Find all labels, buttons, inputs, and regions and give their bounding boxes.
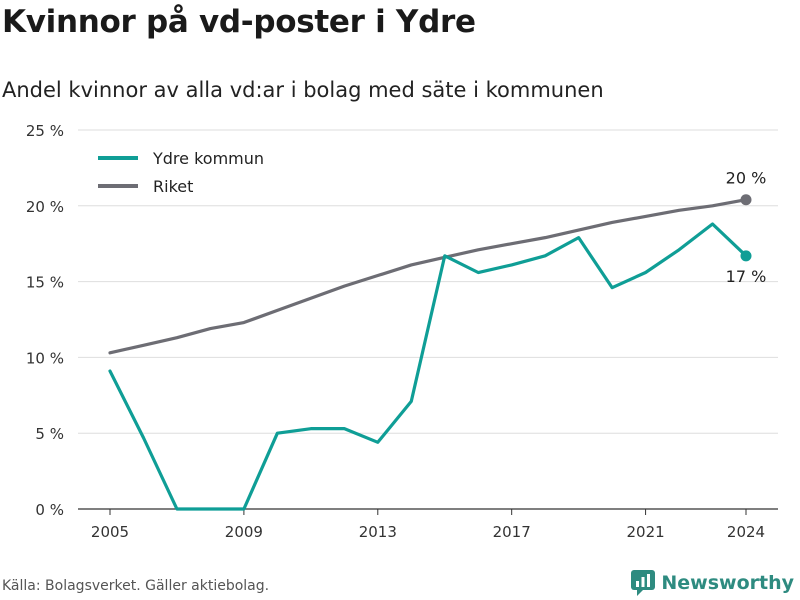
y-tick-label: 25 % [26, 122, 64, 140]
legend-label: Riket [153, 177, 193, 196]
y-tick-label: 15 % [26, 274, 64, 292]
chart-subtitle: Andel kvinnor av alla vd:ar i bolag med … [2, 78, 604, 102]
brand-logo[interactable]: Newsworthy [631, 570, 794, 596]
y-tick-label: 0 % [35, 501, 64, 519]
legend: Ydre kommun Riket [98, 149, 264, 196]
y-axis-tick-labels: 0 % 5 % 10 % 15 % 20 % 25 % [26, 122, 64, 519]
x-axis-tick-labels: 2005 2009 2013 2017 2021 2024 [91, 509, 765, 541]
y-tick-label: 20 % [26, 198, 64, 216]
series-line-riket [108, 198, 748, 355]
series-endpoint [740, 194, 752, 206]
x-tick-label: 2013 [359, 523, 397, 541]
newsworthy-logo-icon [631, 570, 656, 596]
series-lines: 20 % 17 % [108, 169, 767, 511]
y-tick-label: 5 % [35, 425, 64, 443]
x-tick-label: 2009 [225, 523, 263, 541]
source-note: Källa: Bolagsverket. Gäller aktiebolag. [2, 578, 270, 594]
x-tick-label: 2024 [727, 523, 765, 541]
legend-label: Ydre kommun [152, 149, 264, 168]
series-line-ydre-kommun [108, 222, 748, 511]
brand-name: Newsworthy [661, 572, 794, 594]
x-tick-label: 2017 [493, 523, 531, 541]
series-end-label: 20 % [726, 169, 767, 188]
series-end-label: 17 % [726, 267, 767, 286]
series-endpoint [740, 250, 752, 262]
x-tick-label: 2005 [91, 523, 129, 541]
x-tick-label: 2021 [626, 523, 664, 541]
chart-title: Kvinnor på vd-poster i Ydre [2, 4, 476, 40]
y-tick-label: 10 % [26, 349, 64, 367]
